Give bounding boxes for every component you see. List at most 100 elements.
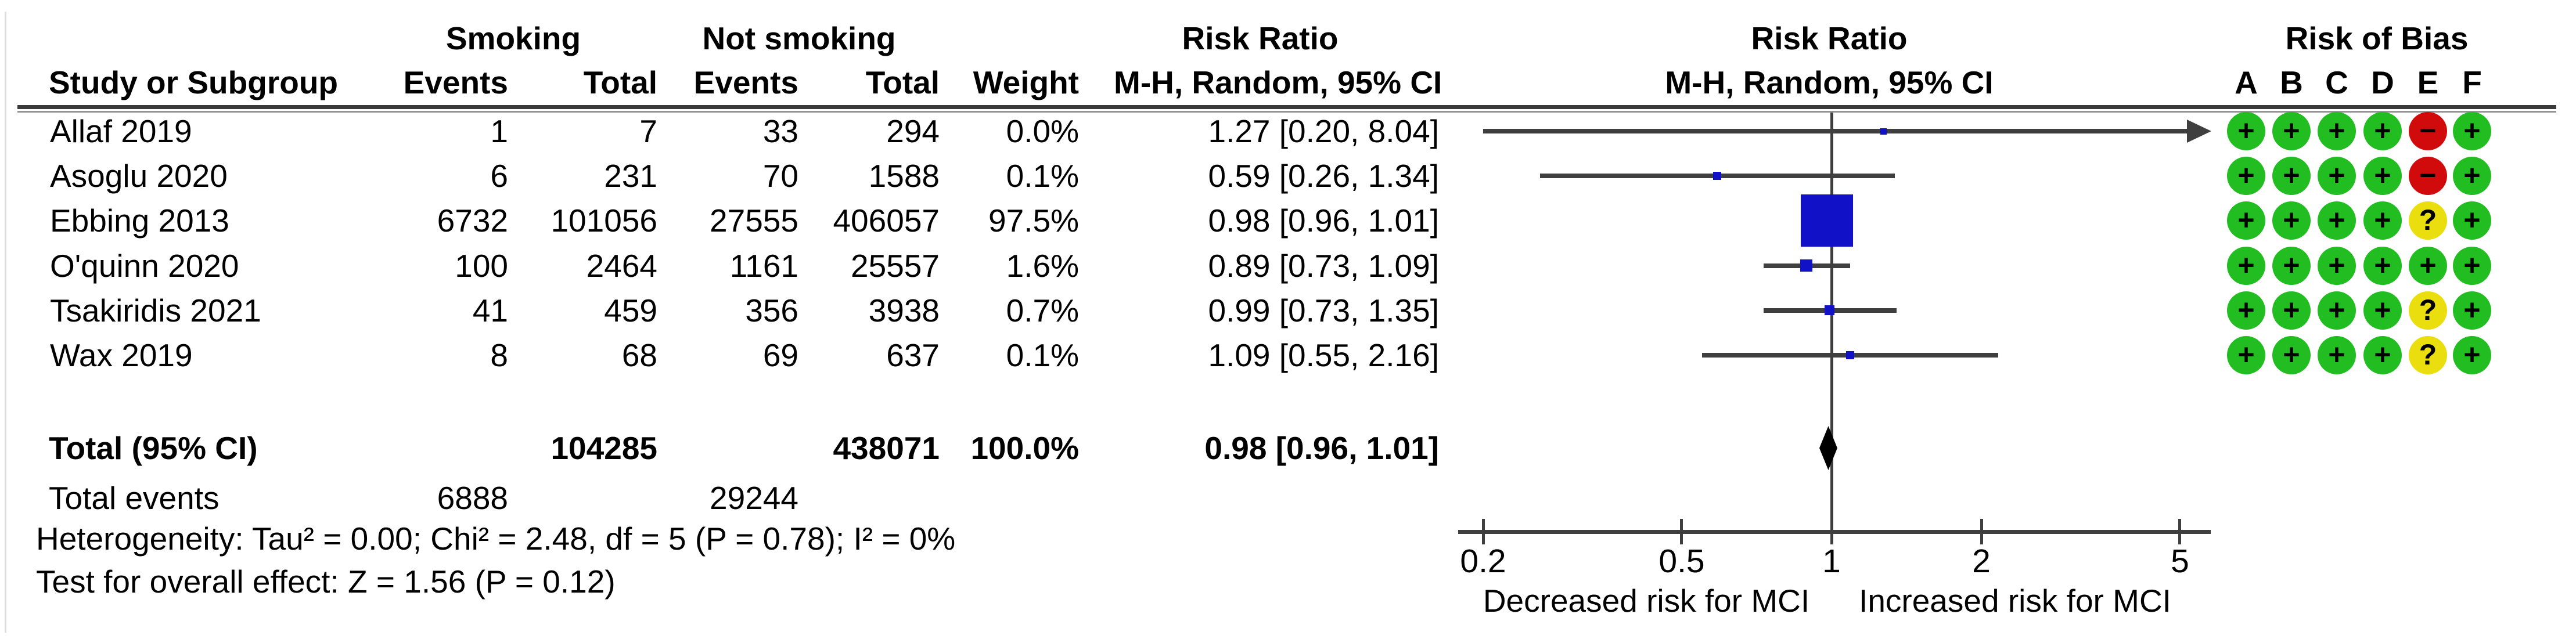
cell-weight: 97.5%	[988, 203, 1079, 239]
x-tick-0.5	[1680, 519, 1683, 544]
point-estimate-marker	[1800, 259, 1812, 272]
total-row-rr-text: 0.98 [0.96, 1.01]	[1204, 430, 1439, 466]
rob-circle-plus: +	[2272, 247, 2311, 285]
rob-circle-question: ?	[2409, 201, 2447, 240]
cell-weight: 1.6%	[1006, 248, 1079, 284]
rob-circle-plus: +	[2272, 157, 2311, 195]
cell-events_not: 69	[762, 337, 798, 373]
point-estimate-marker	[1846, 351, 1854, 359]
cell-total_smoking: 7	[639, 113, 657, 149]
cell-events_smoking: 41	[472, 293, 508, 328]
x-tick-label-1: 1	[1822, 543, 1841, 580]
ci-line	[1483, 129, 2187, 133]
x-tick-label-2: 2	[1972, 543, 1991, 580]
cell-weight: 0.1%	[1006, 158, 1079, 194]
col-header-events-not-smoking: Events	[693, 64, 798, 100]
col-header-mh-random-plot: M-H, Random, 95% CI	[1665, 64, 1994, 100]
cell-events_smoking: 6	[490, 158, 508, 194]
rob-circle-plus: +	[2227, 291, 2265, 330]
x-tick-2	[1980, 519, 1983, 544]
group-header-risk-ratio-text: Risk Ratio	[1182, 20, 1339, 56]
group-header-risk-of-bias: Risk of Bias	[2285, 20, 2469, 56]
header-rule-shadow	[17, 111, 2556, 113]
point-estimate-marker	[1713, 172, 1721, 180]
cell-rr_text: 0.59 [0.26, 1.34]	[1208, 158, 1439, 194]
rob-letter-B: B	[2280, 64, 2303, 100]
rob-circle-plus: +	[2227, 157, 2265, 195]
cell-total_not: 1588	[868, 158, 940, 194]
cell-total_not: 637	[886, 337, 940, 373]
cell-rr_text: 0.89 [0.73, 1.09]	[1208, 248, 1439, 284]
cell-events_not: 356	[745, 293, 798, 328]
cell-weight: 0.7%	[1006, 293, 1079, 328]
rob-circle-question: ?	[2409, 291, 2447, 330]
cell-total_not: 25557	[851, 248, 940, 284]
rob-circle-plus: +	[2363, 291, 2402, 330]
cell-rr_text: 0.99 [0.73, 1.35]	[1208, 293, 1439, 328]
study-name: Allaf 2019	[50, 113, 192, 149]
reference-line-rr-1	[1830, 113, 1833, 532]
total-events-smoking: 6888	[437, 480, 508, 516]
cell-total_not: 3938	[868, 293, 940, 328]
rob-circle-plus: +	[2272, 336, 2311, 374]
rob-letter-A: A	[2235, 64, 2258, 100]
col-header-total-not-smoking: Total	[865, 64, 940, 100]
cell-rr_text: 1.09 [0.55, 2.16]	[1208, 337, 1439, 373]
study-name: Ebbing 2013	[50, 203, 229, 239]
rob-circle-plus: +	[2363, 336, 2402, 374]
rob-circle-plus: +	[2318, 336, 2356, 374]
cell-total_smoking: 2464	[586, 248, 657, 284]
total-effect-diamond	[1819, 426, 1837, 470]
rob-circle-plus: +	[2453, 112, 2491, 150]
x-tick-1	[1830, 519, 1833, 544]
total-row-weight: 100.0%	[970, 430, 1079, 466]
col-header-mh-random-text: M-H, Random, 95% CI	[1114, 64, 1442, 100]
col-header-weight: Weight	[973, 64, 1079, 100]
rob-circle-plus: +	[2363, 201, 2402, 240]
cell-weight: 0.1%	[1006, 337, 1079, 373]
study-name: Wax 2019	[50, 337, 193, 373]
total-row-label: Total (95% CI)	[49, 430, 258, 466]
cell-events_not: 33	[762, 113, 798, 149]
x-axis-line	[1458, 530, 2211, 534]
rob-circle-minus: −	[2409, 157, 2447, 195]
total-events-not: 29244	[710, 480, 798, 516]
rob-circle-plus: +	[2363, 157, 2402, 195]
figure-left-edge-line	[5, 12, 6, 633]
cell-events_smoking: 8	[490, 337, 508, 373]
x-tick-label-5: 5	[2171, 543, 2189, 580]
rob-circle-plus: +	[2453, 201, 2491, 240]
x-tick-0.2	[1482, 519, 1485, 544]
ci-arrow-right	[2187, 120, 2211, 143]
rob-letter-D: D	[2371, 64, 2394, 100]
rob-circle-plus: +	[2227, 247, 2265, 285]
study-name: O'quinn 2020	[50, 248, 239, 284]
rob-circle-plus: +	[2227, 112, 2265, 150]
cell-total_smoking: 68	[621, 337, 657, 373]
study-name: Asoglu 2020	[50, 158, 228, 194]
cell-events_not: 70	[762, 158, 798, 194]
cell-events_not: 1161	[729, 248, 798, 284]
rob-circle-plus: +	[2453, 291, 2491, 330]
point-estimate-marker	[1880, 128, 1887, 135]
rob-circle-plus: +	[2409, 247, 2447, 285]
group-header-smoking: Smoking	[445, 20, 581, 56]
rob-circle-plus: +	[2272, 291, 2311, 330]
rob-circle-plus: +	[2363, 247, 2402, 285]
group-header-not-smoking: Not smoking	[702, 20, 896, 56]
heterogeneity-line: Heterogeneity: Tau² = 0.00; Chi² = 2.48,…	[36, 521, 956, 557]
x-tick-label-0.2: 0.2	[1460, 543, 1506, 580]
rob-circle-plus: +	[2318, 247, 2356, 285]
rob-circle-plus: +	[2272, 201, 2311, 240]
rob-letter-C: C	[2325, 64, 2348, 100]
cell-events_not: 27555	[710, 203, 798, 239]
cell-events_smoking: 1	[490, 113, 508, 149]
cell-events_smoking: 100	[455, 248, 508, 284]
point-estimate-marker	[1825, 305, 1834, 315]
header-rule	[17, 105, 2556, 109]
x-tick-label-0.5: 0.5	[1658, 543, 1705, 580]
study-name: Tsakiridis 2021	[50, 293, 261, 328]
cell-rr_text: 0.98 [0.96, 1.01]	[1208, 203, 1439, 239]
axis-label-decreased: Decreased risk for MCI	[1483, 583, 1810, 619]
